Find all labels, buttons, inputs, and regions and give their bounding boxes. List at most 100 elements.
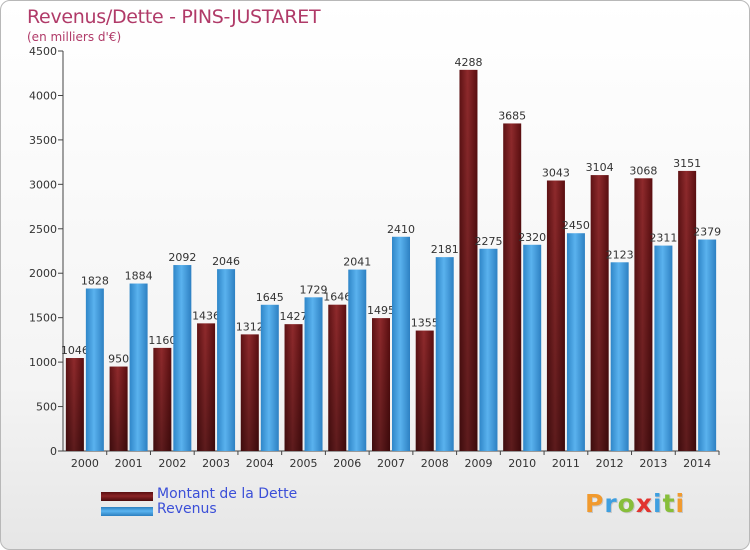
data-label-dette: 1312 bbox=[236, 320, 264, 333]
data-label-revenus: 2181 bbox=[431, 243, 459, 256]
data-label-dette: 3068 bbox=[629, 164, 657, 177]
y-tick-label: 4500 bbox=[29, 45, 57, 58]
legend-swatch-revenus bbox=[101, 507, 153, 516]
bar-dette-shade bbox=[634, 178, 653, 452]
data-label-revenus: 1729 bbox=[300, 283, 328, 296]
data-label-dette: 1160 bbox=[148, 334, 176, 347]
chart-title: Revenus/Dette - PINS-JUSTARET bbox=[27, 6, 321, 28]
y-tick-label: 2500 bbox=[29, 223, 57, 236]
data-label-dette: 1646 bbox=[323, 291, 351, 304]
bar-revenus bbox=[435, 257, 454, 451]
x-tick-label: 2014 bbox=[683, 457, 711, 470]
bar-dette-shade bbox=[109, 366, 128, 451]
y-tick-label: 500 bbox=[36, 401, 57, 414]
data-label-revenus: 2275 bbox=[474, 235, 502, 248]
bar-dette-shade bbox=[372, 318, 390, 451]
data-label-revenus: 2046 bbox=[212, 255, 240, 268]
x-tick-label: 2000 bbox=[71, 457, 99, 470]
bar-revenus bbox=[304, 297, 323, 451]
logo-letter: i bbox=[653, 489, 663, 518]
bar-revenus bbox=[129, 283, 148, 451]
data-label-revenus: 2410 bbox=[387, 223, 415, 236]
data-label-revenus: 1884 bbox=[125, 270, 153, 283]
bar-dette-shade bbox=[153, 347, 172, 451]
chart-subtitle: (en milliers d'€) bbox=[27, 30, 122, 44]
bar-dette-shade bbox=[590, 175, 609, 452]
bar-dette-shade bbox=[415, 330, 434, 451]
bar-revenus bbox=[217, 269, 236, 451]
bar-dette-shade bbox=[197, 323, 216, 451]
x-tick-label: 2002 bbox=[158, 457, 186, 470]
bar-dette-shade bbox=[240, 334, 259, 451]
data-label-revenus: 2041 bbox=[343, 256, 371, 269]
y-tick-label: 3500 bbox=[29, 134, 57, 147]
bar-revenus bbox=[85, 288, 104, 451]
y-tick-label: 1000 bbox=[29, 356, 57, 369]
bar-revenus bbox=[698, 239, 717, 451]
bar-revenus bbox=[566, 233, 585, 451]
bar-dette-shade bbox=[328, 304, 347, 451]
data-label-dette: 3151 bbox=[673, 157, 701, 170]
bar-dette-shade bbox=[284, 324, 303, 451]
x-tick-label: 2011 bbox=[552, 457, 580, 470]
bar-dette-shade bbox=[65, 358, 84, 451]
bar-revenus bbox=[654, 245, 673, 451]
x-tick-label: 2008 bbox=[421, 457, 449, 470]
data-label-revenus: 2123 bbox=[606, 248, 634, 261]
data-label-revenus: 2092 bbox=[168, 251, 196, 264]
x-tick-label: 2007 bbox=[377, 457, 405, 470]
data-label-revenus: 1828 bbox=[81, 275, 109, 288]
bar-dette-shade bbox=[503, 123, 522, 451]
data-label-dette: 1436 bbox=[192, 309, 220, 322]
y-tick-label: 2000 bbox=[29, 267, 57, 280]
x-tick-label: 2013 bbox=[639, 457, 667, 470]
y-tick-label: 1500 bbox=[29, 312, 57, 325]
data-label-revenus: 2320 bbox=[518, 231, 546, 244]
bar-revenus bbox=[173, 265, 192, 451]
x-tick-label: 2003 bbox=[202, 457, 230, 470]
x-tick-label: 2005 bbox=[290, 457, 318, 470]
data-label-dette: 1427 bbox=[280, 310, 308, 323]
data-label-revenus: 2450 bbox=[562, 219, 590, 232]
x-tick-label: 2004 bbox=[246, 457, 274, 470]
legend-label-dette: Montant de la Dette bbox=[157, 486, 298, 502]
bar-revenus bbox=[392, 236, 410, 451]
logo-letter: t bbox=[662, 489, 676, 518]
data-label-dette: 950 bbox=[108, 353, 129, 366]
data-label-dette: 1046 bbox=[61, 344, 89, 357]
x-tick-label: 2006 bbox=[333, 457, 361, 470]
data-label-dette: 1355 bbox=[411, 317, 439, 330]
bar-dette-shade bbox=[546, 180, 565, 451]
data-label-revenus: 1645 bbox=[256, 291, 284, 304]
data-label-revenus: 2379 bbox=[693, 226, 721, 239]
legend-label-revenus: Revenus bbox=[157, 501, 217, 517]
logo-letter: P bbox=[585, 489, 605, 518]
bar-dette-shade bbox=[678, 170, 697, 451]
data-label-dette: 3104 bbox=[586, 161, 614, 174]
data-label-dette: 1495 bbox=[367, 304, 395, 317]
logo-letter: o bbox=[617, 489, 636, 518]
x-tick-label: 2001 bbox=[115, 457, 143, 470]
data-label-dette: 3043 bbox=[542, 167, 570, 180]
bar-revenus bbox=[523, 244, 542, 451]
bar-revenus bbox=[260, 304, 279, 451]
bar-dette-shade bbox=[459, 69, 478, 451]
x-tick-label: 2009 bbox=[464, 457, 492, 470]
data-label-dette: 4288 bbox=[454, 56, 482, 69]
proxiti-logo: Proxiti bbox=[585, 489, 685, 518]
bar-revenus bbox=[348, 269, 367, 451]
bar-revenus bbox=[479, 248, 498, 451]
data-label-dette: 3685 bbox=[498, 109, 526, 122]
logo-letter: i bbox=[675, 489, 686, 518]
legend-swatch-dette bbox=[101, 492, 153, 501]
x-tick-label: 2010 bbox=[508, 457, 536, 470]
data-label-revenus: 2311 bbox=[649, 232, 677, 245]
y-tick-label: 0 bbox=[50, 445, 57, 458]
logo-letter: x bbox=[635, 489, 653, 518]
y-tick-label: 4000 bbox=[29, 89, 57, 102]
bar-revenus bbox=[610, 262, 629, 451]
logo-letter: r bbox=[604, 489, 618, 518]
x-tick-label: 2012 bbox=[596, 457, 624, 470]
